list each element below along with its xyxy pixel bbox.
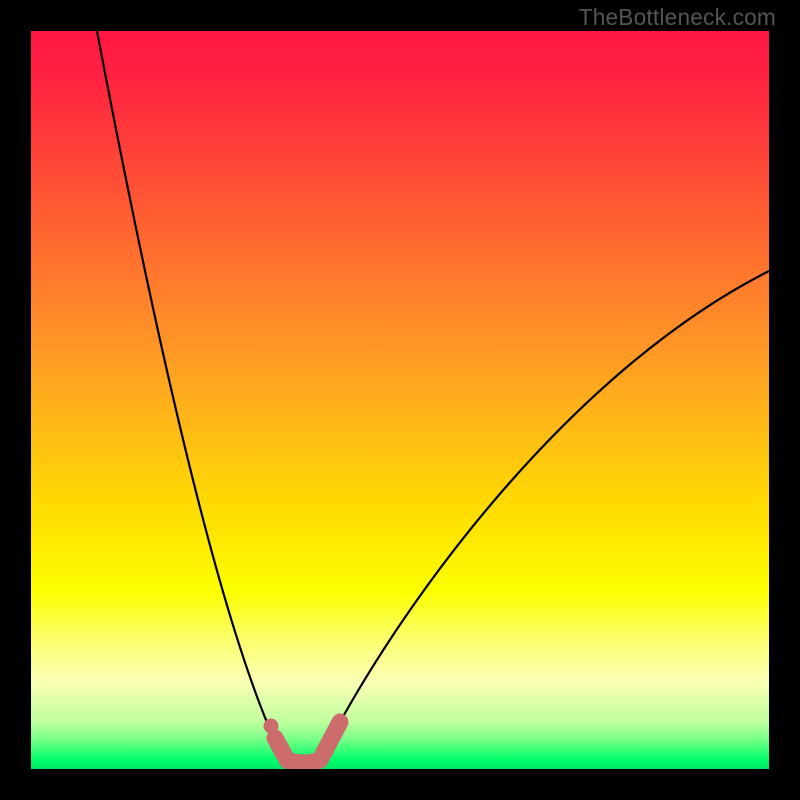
plot-area: [31, 31, 769, 769]
plot-svg: [31, 31, 769, 769]
gradient-background: [31, 31, 769, 769]
watermark-text: TheBottleneck.com: [579, 4, 776, 31]
